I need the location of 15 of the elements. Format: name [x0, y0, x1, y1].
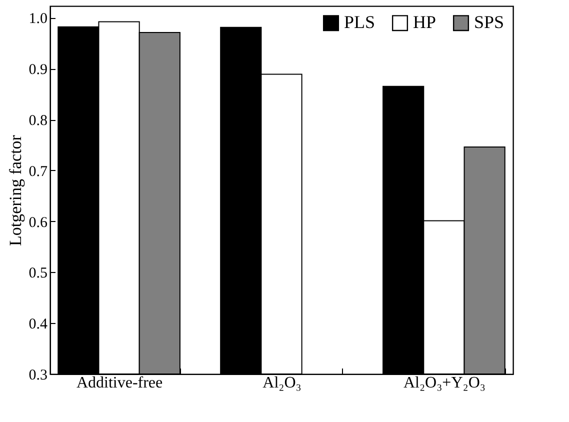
y-tick-label: 0.4	[28, 316, 48, 333]
y-tick-label: 0.8	[28, 113, 48, 130]
y-axis-title: Lotgering factor	[6, 134, 25, 246]
y-tick-label: 1.0	[28, 11, 48, 28]
legend-label: SPS	[474, 12, 504, 32]
y-tick-label: 0.3	[28, 368, 48, 384]
y-tick-label: 0.7	[28, 164, 48, 180]
legend-label: HP	[413, 12, 436, 32]
x-tick-label: Al₂O₃+Y₂O₃	[403, 374, 486, 392]
y-tick-label: 0.9	[28, 62, 48, 78]
x-tick-label: Al₂O₃	[262, 374, 302, 392]
y-tick-label: 0.6	[28, 214, 48, 231]
x-tick-label: Additive-free	[76, 374, 163, 392]
y-tick-label: 0.5	[28, 266, 48, 282]
legend-label: PLS	[344, 12, 376, 32]
